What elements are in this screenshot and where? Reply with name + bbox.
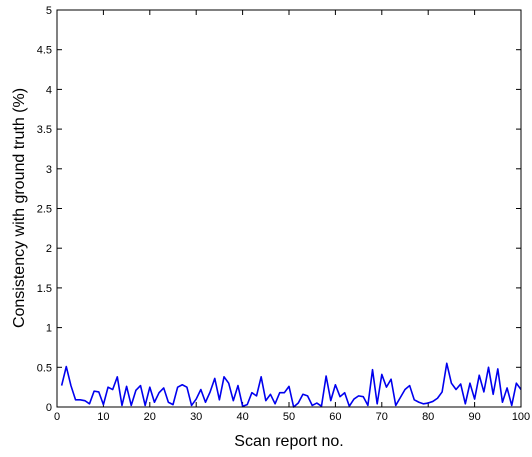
x-tick-label: 100	[512, 411, 530, 423]
y-tick-label: 4.5	[37, 45, 52, 57]
y-tick-label: 3.5	[37, 124, 52, 136]
y-tick-label: 4	[46, 84, 52, 96]
x-tick-label: 60	[329, 411, 341, 423]
series-line	[60, 362, 522, 408]
plot-frame	[56, 9, 522, 408]
plot-area	[57, 10, 521, 407]
y-tick-label: 0	[46, 402, 52, 414]
y-tick-label: 0.5	[37, 362, 52, 374]
x-tick-label: 0	[54, 411, 60, 423]
x-tick-label: 90	[468, 411, 480, 423]
y-tick-label: 1	[46, 323, 52, 335]
x-tick-label: 80	[422, 411, 434, 423]
x-tick-label: 50	[283, 411, 295, 423]
x-tick-label: 40	[236, 411, 248, 423]
x-tick-label: 20	[144, 411, 156, 423]
y-tick-labels: 0 0.5 1 1.5 2 2.5 3 3.5 4 4.5 5	[37, 5, 52, 414]
x-axis-label: Scan report no.	[234, 433, 343, 450]
x-tick-label: 70	[376, 411, 388, 423]
y-tick-label: 2	[46, 243, 52, 255]
x-tick-label: 30	[190, 411, 202, 423]
y-tick-label: 1.5	[37, 283, 52, 295]
y-tick-label: 3	[46, 164, 52, 176]
y-tick-label: 5	[46, 5, 52, 17]
y-tick-label: 2.5	[37, 204, 52, 216]
x-tick-labels: 0 10 20 30 40 50 60 70 80 90 100	[54, 411, 530, 423]
x-tick-label: 10	[97, 411, 109, 423]
y-axis-label: Consistency with ground truth (%)	[11, 88, 28, 328]
